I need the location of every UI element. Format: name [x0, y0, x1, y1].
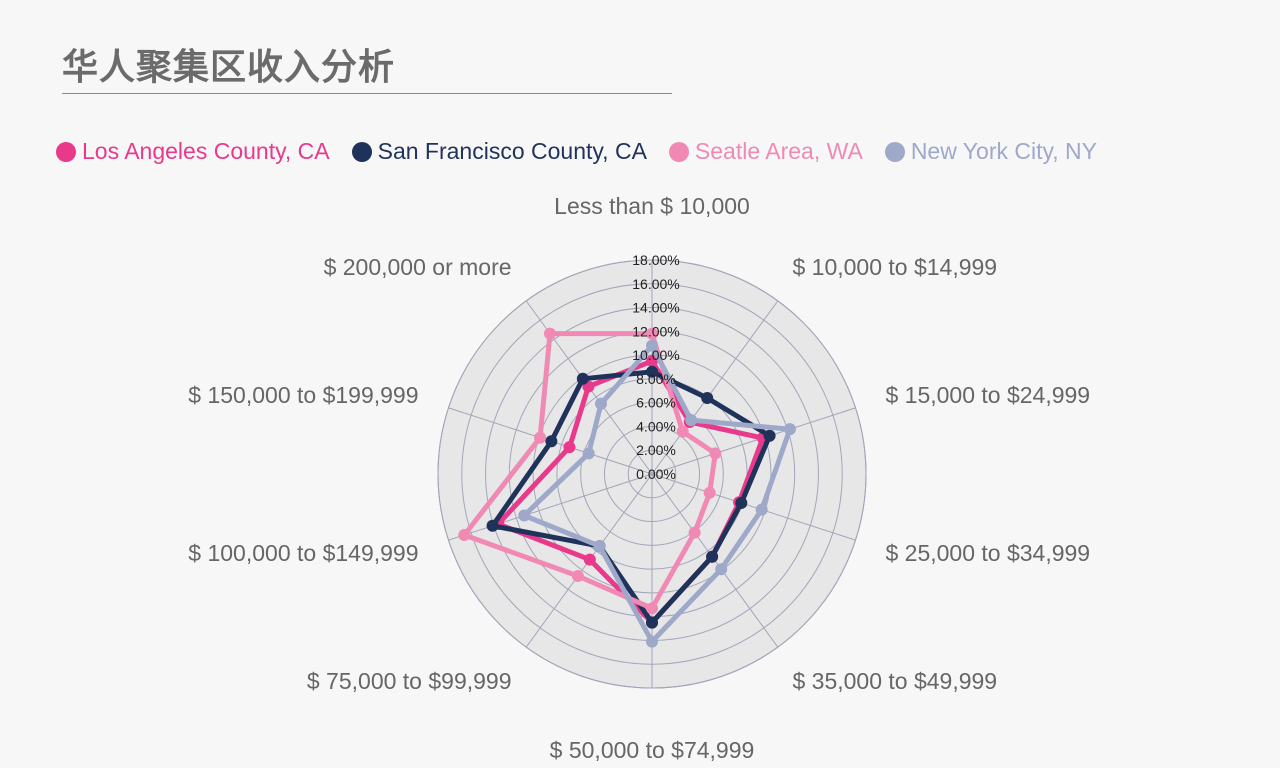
category-label: Less than $ 10,000 — [554, 193, 750, 219]
category-label: $ 75,000 to $99,999 — [307, 668, 512, 694]
category-label: $ 25,000 to $34,999 — [885, 540, 1090, 566]
data-point[interactable] — [458, 528, 471, 541]
legend-marker — [668, 141, 689, 162]
data-point[interactable] — [646, 616, 658, 629]
data-point[interactable] — [563, 441, 576, 454]
category-label: $ 15,000 to $24,999 — [885, 382, 1090, 408]
category-label: $ 150,000 to $199,999 — [188, 382, 418, 408]
data-point[interactable] — [594, 397, 607, 410]
data-point[interactable] — [715, 563, 728, 576]
data-point[interactable] — [763, 429, 776, 442]
legend-marker — [884, 141, 905, 162]
title-divider — [62, 93, 672, 94]
legend-item[interactable]: Los Angeles County, CA — [56, 138, 330, 165]
category-label: $ 200,000 or more — [324, 254, 512, 280]
radar-spoke — [448, 473, 653, 541]
radial-tick-label: 8.00% — [636, 371, 676, 387]
legend-marker — [351, 141, 372, 162]
legend-label: Seatle Area, WA — [694, 138, 863, 164]
data-point[interactable] — [646, 635, 658, 648]
radar-spoke — [651, 407, 856, 475]
radial-tick-label: 12.00% — [632, 323, 679, 339]
data-point[interactable] — [534, 431, 547, 444]
legend-marker — [56, 141, 76, 162]
data-point[interactable] — [706, 550, 719, 563]
data-point[interactable] — [646, 365, 658, 378]
radial-tick-label: 10.00% — [632, 347, 679, 363]
data-point[interactable] — [583, 553, 596, 566]
data-point[interactable] — [646, 339, 658, 352]
data-point[interactable] — [688, 526, 701, 539]
category-label: $ 35,000 to $49,999 — [792, 668, 997, 694]
data-point[interactable] — [646, 355, 658, 368]
data-point[interactable] — [709, 447, 722, 460]
data-point[interactable] — [701, 392, 714, 405]
data-point[interactable] — [571, 569, 584, 582]
data-point[interactable] — [518, 509, 531, 522]
series-group — [518, 339, 796, 648]
legend-item[interactable]: San Francisco County, CA — [351, 138, 647, 165]
chart-legend: Los Angeles County, CA San Francisco Coun… — [56, 138, 1240, 165]
data-point[interactable] — [735, 497, 748, 510]
category-label: $ 10,000 to $14,999 — [792, 254, 997, 280]
category-label: $ 50,000 to $74,999 — [550, 737, 755, 763]
legend-item[interactable]: New York City, NY — [884, 138, 1098, 165]
category-label: $ 100,000 to $149,999 — [188, 540, 418, 566]
radial-tick-label: 4.00% — [636, 418, 676, 434]
data-point[interactable] — [486, 519, 499, 532]
radial-tick-label: 2.00% — [636, 442, 676, 458]
data-point[interactable] — [676, 425, 689, 438]
data-point[interactable] — [685, 414, 698, 427]
data-point[interactable] — [576, 372, 589, 385]
data-point[interactable] — [703, 486, 716, 499]
page-title: 华人聚集区收入分析 — [62, 47, 396, 88]
legend-label: New York City, NY — [910, 138, 1098, 164]
radial-tick-label: 18.00% — [632, 252, 679, 268]
data-point[interactable] — [545, 435, 558, 448]
data-point[interactable] — [543, 327, 556, 340]
data-point[interactable] — [646, 327, 658, 340]
data-point[interactable] — [582, 447, 595, 460]
data-point[interactable] — [783, 423, 796, 436]
radial-tick-label: 0.00% — [636, 466, 676, 482]
legend-item[interactable]: Seatle Area, WA — [668, 138, 863, 165]
radial-tick-label: 14.00% — [632, 300, 679, 316]
legend-label: San Francisco County, CA — [377, 138, 647, 164]
radial-tick-label: 6.00% — [636, 395, 676, 411]
radar-spoke — [651, 473, 856, 541]
series-group — [458, 327, 722, 615]
data-point[interactable] — [646, 602, 658, 615]
data-point[interactable] — [755, 503, 768, 516]
legend-label: Los Angeles County, CA — [82, 138, 330, 164]
radar-spoke — [651, 300, 779, 475]
data-point[interactable] — [593, 540, 606, 553]
radial-tick-label: 16.00% — [632, 276, 679, 292]
